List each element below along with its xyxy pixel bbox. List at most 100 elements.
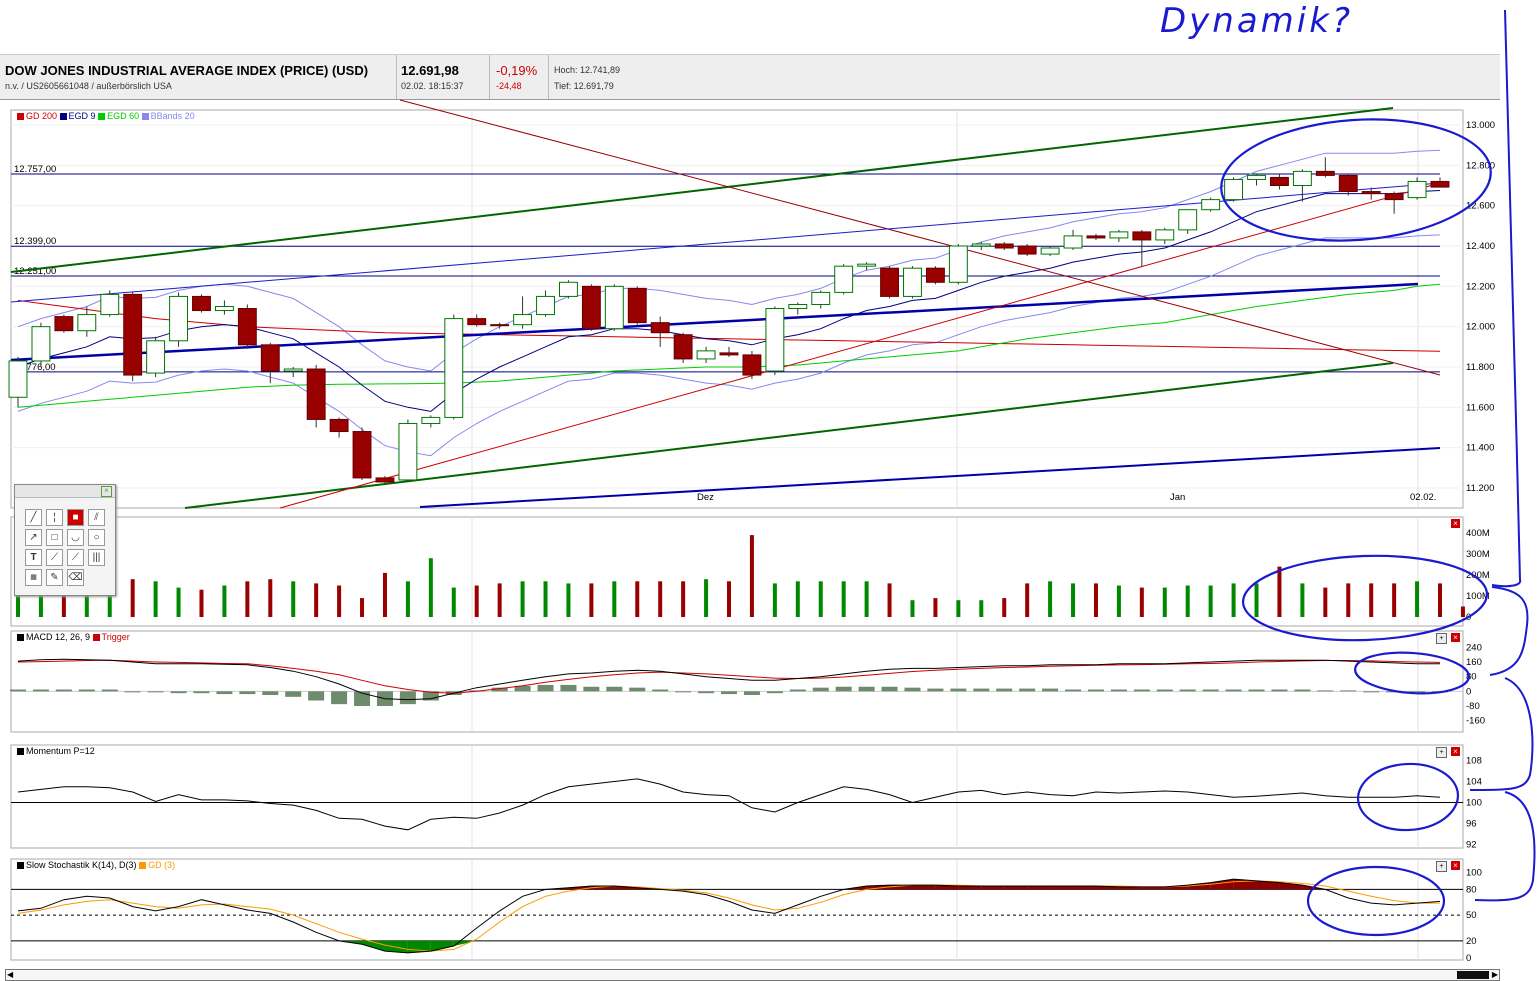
macd-histogram-bar — [399, 691, 416, 705]
last-price: 12.691,98 — [401, 63, 459, 78]
legend-stoch: Slow Stochastik K(14), D(3) — [17, 860, 137, 870]
macd-histogram-bar — [881, 686, 898, 692]
trendline-blue-low — [419, 447, 1441, 508]
grid-tool-icon[interactable]: ▦ — [25, 569, 42, 586]
close-macd-panel-icon[interactable]: × — [1451, 633, 1460, 642]
scroll-thumb[interactable] — [1457, 971, 1489, 979]
macd-histogram-bar — [354, 691, 371, 706]
volume-bar — [1139, 587, 1144, 617]
candle-body — [192, 295, 211, 312]
candle-body — [283, 368, 303, 372]
candle-body — [123, 293, 143, 376]
volume-bar — [933, 598, 938, 617]
candle-body — [673, 334, 693, 360]
candle-body — [169, 295, 188, 342]
price-axis-tick: 11.200 — [1466, 483, 1494, 494]
candle-body — [1201, 199, 1221, 211]
volume-bar — [428, 558, 433, 617]
momentum-panel — [10, 744, 1464, 849]
cycle-tool-icon[interactable]: ||| — [88, 549, 105, 566]
line-tool-icon[interactable]: ╱ — [25, 509, 42, 526]
annotation-circle-macd — [1354, 651, 1470, 695]
stoch-overbought-fill — [1050, 886, 1074, 890]
price-axis-tick: 13.000 — [1466, 120, 1495, 131]
fan-tool-icon[interactable]: ⟋ — [46, 549, 63, 566]
scroll-left-icon[interactable]: ◀ — [7, 970, 14, 979]
annotation-bracket-3 — [1469, 677, 1534, 791]
volume-bar — [107, 593, 112, 617]
legend-trigger: Trigger — [92, 632, 130, 642]
macd-histogram-bar — [514, 685, 531, 692]
candle-body — [421, 416, 441, 424]
toolbox-close-icon[interactable]: × — [101, 486, 112, 497]
volume-bar — [451, 587, 456, 617]
candle-body — [1361, 191, 1381, 195]
candle-body — [948, 245, 968, 283]
gann-tool-icon[interactable]: ⟋ — [67, 549, 84, 566]
macd-histogram-bar — [950, 688, 967, 692]
range-cell: Hoch: 12.741,89 Tief: 12.691,79 — [549, 55, 1499, 99]
macd-histogram-bar — [835, 686, 852, 692]
maximize-stoch-panel-icon[interactable]: + — [1436, 861, 1447, 872]
volume-bar — [337, 585, 342, 617]
volume-bar — [405, 581, 410, 617]
maximize-momentum-panel-icon[interactable]: + — [1436, 747, 1447, 758]
volume-bar — [612, 581, 617, 617]
volume-bar — [474, 585, 479, 617]
price-cell: 12.691,98 02.02. 18:15:37 — [397, 55, 490, 99]
macd-histogram-bar — [1340, 690, 1357, 692]
paint-tool-icon[interactable]: ✎ — [46, 569, 63, 586]
macd-histogram-bar — [698, 691, 715, 694]
momentum-axis-tick: 100 — [1466, 798, 1482, 809]
candle-body — [513, 314, 533, 326]
annotation-bracket-4 — [1474, 791, 1536, 902]
rectangle-tool-icon[interactable]: □ — [46, 529, 63, 546]
macd-histogram-bar — [491, 687, 508, 692]
instrument-title: DOW JONES INDUSTRIAL AVERAGE INDEX (PRIC… — [5, 63, 369, 78]
candle-body — [1040, 247, 1060, 255]
candle-body — [925, 267, 945, 283]
arc-tool-icon[interactable]: ◡ — [67, 529, 84, 546]
drawing-toolbox[interactable]: × ╱ ¦ ■ ⫽ ↗ □ ◡ ○ T ⟋ ⟋ ||| ▦ ✎ ⌫ — [14, 484, 116, 596]
close-stoch-panel-icon[interactable]: × — [1451, 861, 1460, 870]
trendline-red-up — [279, 182, 1441, 509]
parallel-tool-icon[interactable]: ⫽ — [88, 509, 105, 526]
price-axis-tick: 12.400 — [1466, 241, 1495, 252]
fibonacci-tool-icon[interactable]: ¦ — [46, 509, 63, 526]
macd-histogram-bar — [422, 691, 439, 701]
volume-bar — [772, 583, 777, 617]
macd-histogram-bar — [1087, 689, 1104, 692]
annotation-circle-volume — [1241, 554, 1489, 642]
candle-body — [650, 322, 670, 334]
text-tool-icon[interactable]: T — [25, 549, 42, 566]
day-low: Tief: 12.691,79 — [554, 81, 614, 91]
macd-histogram-bar — [1110, 689, 1127, 692]
price-axis-tick: 11.800 — [1466, 362, 1494, 373]
arrow-tool-icon[interactable]: ↗ — [25, 529, 42, 546]
candle-body — [1224, 178, 1244, 201]
close-volume-panel-icon[interactable]: × — [1451, 519, 1460, 528]
macd-histogram-bar — [10, 689, 26, 692]
marker-tool-icon[interactable]: ■ — [67, 509, 84, 526]
candle-body — [54, 316, 74, 332]
macd-histogram-bar — [1065, 689, 1082, 692]
eraser-tool-icon[interactable]: ⌫ — [67, 569, 84, 586]
circle-tool-icon[interactable]: ○ — [88, 529, 105, 546]
volume-bar — [1116, 585, 1121, 617]
x-label-date: 02.02. — [1410, 492, 1436, 503]
volume-bar — [681, 581, 686, 617]
toolbox-titlebar[interactable]: × — [15, 485, 115, 498]
macd-histogram-bar — [766, 691, 783, 694]
price-level-label: 12.399,00 — [14, 236, 56, 247]
close-momentum-panel-icon[interactable]: × — [1451, 747, 1460, 756]
horizontal-scrollbar[interactable]: ◀ ▶ — [5, 969, 1500, 981]
volume-bar — [1093, 583, 1098, 617]
maximize-macd-panel-icon[interactable]: + — [1436, 633, 1447, 644]
candle-body — [1109, 231, 1129, 239]
annotation-circle-price — [1220, 118, 1492, 242]
scroll-right-icon[interactable]: ▶ — [1491, 970, 1498, 979]
volume-bar — [1002, 598, 1007, 617]
macd-legend: MACD 12, 26, 9 Trigger — [17, 632, 130, 642]
momentum-legend: Momentum P=12 — [17, 746, 95, 756]
